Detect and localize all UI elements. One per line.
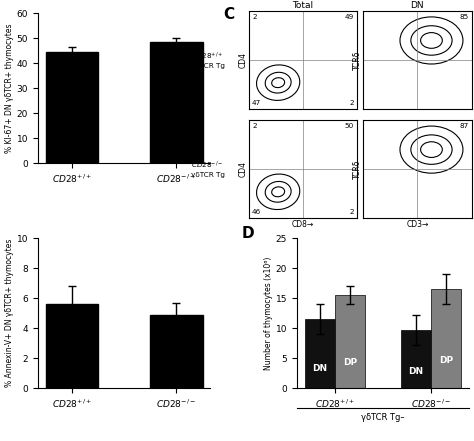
Bar xyxy=(431,289,461,388)
Bar xyxy=(150,42,202,163)
Text: DP: DP xyxy=(439,356,453,365)
Text: 87: 87 xyxy=(459,123,468,129)
Bar xyxy=(305,319,335,388)
Bar xyxy=(46,52,98,163)
Y-axis label: CD4: CD4 xyxy=(238,161,247,177)
Y-axis label: TCRδ: TCRδ xyxy=(353,160,362,179)
Text: C: C xyxy=(223,7,234,22)
Y-axis label: Number of thymocytes (x10⁶): Number of thymocytes (x10⁶) xyxy=(264,256,273,370)
Bar xyxy=(150,314,202,388)
X-axis label: CD8→: CD8→ xyxy=(292,220,314,229)
Text: $CD28^{-/-}$
γδTCR Tg: $CD28^{-/-}$ γδTCR Tg xyxy=(191,160,225,178)
Text: 2: 2 xyxy=(349,100,354,106)
Text: 2: 2 xyxy=(252,14,257,20)
Y-axis label: % Annexin-V+ DN γδTCR+ thymocytes: % Annexin-V+ DN γδTCR+ thymocytes xyxy=(5,239,14,387)
Bar xyxy=(46,304,98,388)
Text: γδTCR Tg–: γδTCR Tg– xyxy=(361,413,405,422)
Text: 46: 46 xyxy=(252,209,261,215)
Bar xyxy=(401,330,431,388)
Text: 47: 47 xyxy=(252,100,261,106)
Text: $CD28^{+/+}$
γδTCR Tg: $CD28^{+/+}$ γδTCR Tg xyxy=(191,51,225,69)
Y-axis label: % KI-67+ DN γδTCR+ thymocytes: % KI-67+ DN γδTCR+ thymocytes xyxy=(5,23,14,153)
Y-axis label: CD4: CD4 xyxy=(238,52,247,68)
Title: DN: DN xyxy=(410,1,424,10)
Text: 85: 85 xyxy=(459,14,468,20)
Text: DP: DP xyxy=(343,358,357,366)
Text: DN: DN xyxy=(312,364,328,373)
Text: 49: 49 xyxy=(345,14,354,20)
Bar xyxy=(335,295,365,388)
Text: D: D xyxy=(242,226,254,241)
Title: Total: Total xyxy=(292,1,314,10)
Text: 2: 2 xyxy=(252,123,257,129)
Text: 2: 2 xyxy=(349,209,354,215)
Text: DN: DN xyxy=(408,367,423,376)
Text: 50: 50 xyxy=(345,123,354,129)
Y-axis label: TCRδ: TCRδ xyxy=(353,50,362,70)
X-axis label: CD3→: CD3→ xyxy=(406,220,428,229)
